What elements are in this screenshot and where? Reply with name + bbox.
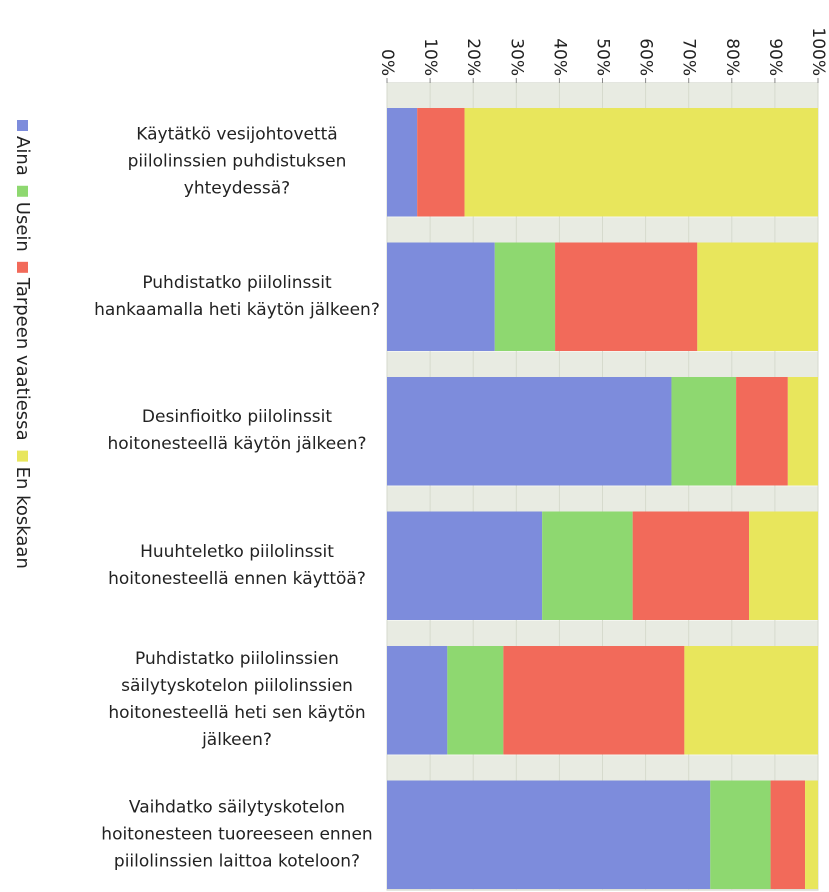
legend-swatch xyxy=(17,261,28,273)
legend-swatch xyxy=(17,185,28,197)
x-tick-label: 70% xyxy=(679,38,699,76)
x-tick-label: 100% xyxy=(808,27,828,76)
x-tick-label: 20% xyxy=(463,38,483,76)
bar-segment xyxy=(494,242,556,351)
x-tick-label: 50% xyxy=(593,38,613,76)
category-label: Puhdistatko piilolinssien säilytyskotelo… xyxy=(108,649,366,751)
x-tick-label: 0% xyxy=(377,49,397,76)
bar-segment xyxy=(632,511,750,620)
legend-label: Aina xyxy=(12,136,33,176)
bar-segment xyxy=(387,108,418,217)
category-label: Käytätkö vesijohtovettä piilolinssien pu… xyxy=(127,124,347,199)
category-label: Huuhteletko piilolinssit hoitonesteellä … xyxy=(108,541,366,589)
x-tick-label: 90% xyxy=(765,38,785,76)
category-label: Vaihdatko säilytyskotelon hoitonesteen t… xyxy=(101,797,373,872)
x-tick-label: 60% xyxy=(636,38,656,76)
bar-segment xyxy=(503,646,685,755)
bar-segment xyxy=(555,242,698,351)
bar-segment xyxy=(697,242,818,351)
x-tick-label: 10% xyxy=(420,38,440,76)
bar-segment xyxy=(464,108,818,217)
bar-segment xyxy=(387,511,543,620)
bar-segment xyxy=(770,780,806,889)
legend-label: Tarpeen vaatiessa xyxy=(12,277,33,441)
bar-segment xyxy=(447,646,504,755)
x-tick-label: 40% xyxy=(549,38,569,76)
legend-swatch xyxy=(17,120,28,131)
bar-segment xyxy=(787,377,818,486)
category-label: Desinfioitko piilolinssit hoitonesteellä… xyxy=(107,407,367,455)
bar-segment xyxy=(736,377,788,486)
bar-segment xyxy=(542,511,633,620)
legend-swatch xyxy=(17,450,28,462)
x-tick-label: 80% xyxy=(722,38,742,76)
bar-segment xyxy=(387,646,448,755)
legend-label: En koskaan xyxy=(12,467,33,569)
bar-segment xyxy=(684,646,818,755)
bar-segment xyxy=(387,377,672,486)
x-tick-label: 30% xyxy=(506,38,526,76)
bar-segment xyxy=(805,780,818,889)
category-label: Puhdistatko piilolinssit hankaamalla het… xyxy=(94,272,380,320)
bar-segment xyxy=(417,108,465,217)
bar-segment xyxy=(387,780,711,889)
bar-segment xyxy=(710,780,771,889)
legend: Aina Usein Tarpeen vaatiessa En koskaan xyxy=(12,120,33,569)
bar-segment xyxy=(671,377,737,486)
bar-segment xyxy=(387,242,495,351)
legend-label: Usein xyxy=(12,202,33,252)
bar-segment xyxy=(749,511,818,620)
